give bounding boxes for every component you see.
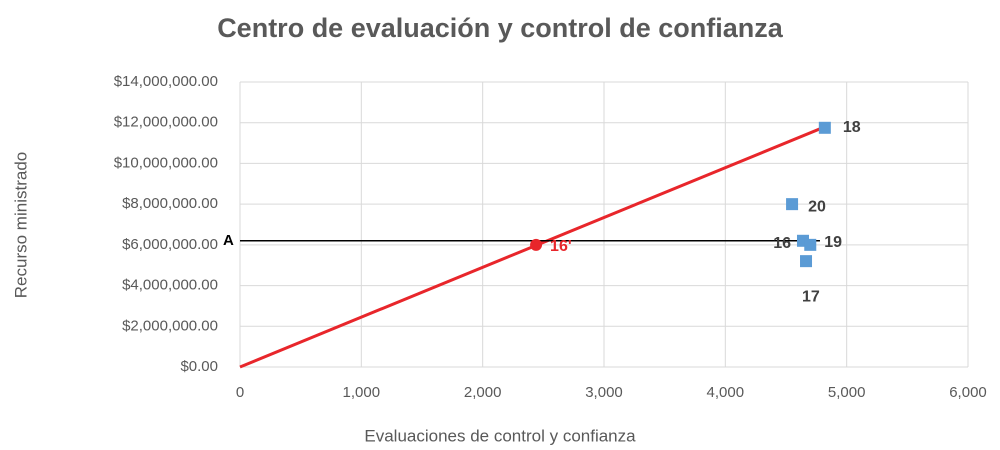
point-label: 17 (802, 288, 820, 305)
y-tick-label: $0.00 (180, 358, 218, 375)
point (818, 121, 831, 134)
point-label: 20 (808, 198, 826, 215)
point (530, 238, 543, 251)
y-tick-label: $6,000,000.00 (122, 236, 218, 253)
point (800, 255, 813, 268)
y-axis-title: Recurso ministrado (11, 152, 30, 298)
x-axis-title: Evaluaciones de control y confianza (364, 426, 636, 445)
y-tick-label: $8,000,000.00 (122, 195, 218, 212)
x-tick-label: 1,000 (343, 384, 381, 401)
point-label: 18 (843, 119, 861, 136)
line-label: A (223, 232, 234, 249)
x-tick-label: 4,000 (707, 384, 745, 401)
point-label: 16 (773, 235, 791, 252)
x-tick-label: 2,000 (464, 384, 502, 401)
x-tick-label: 5,000 (828, 384, 866, 401)
y-tick-label: $10,000,000.00 (114, 154, 218, 171)
x-tick-label: 3,000 (585, 384, 623, 401)
y-tick-label: $2,000,000.00 (122, 317, 218, 334)
point-label: 16' (550, 238, 572, 255)
y-tick-label: $14,000,000.00 (114, 73, 218, 90)
x-tick-label: 6,000 (949, 384, 987, 401)
y-tick-label: $4,000,000.00 (122, 277, 218, 294)
point-label: 19 (824, 234, 842, 251)
point (786, 198, 799, 211)
x-tick-label: 0 (236, 384, 244, 401)
chart-title: Centro de evaluación y control de confia… (217, 13, 784, 43)
point (804, 238, 817, 251)
y-tick-label: $12,000,000.00 (114, 114, 218, 131)
